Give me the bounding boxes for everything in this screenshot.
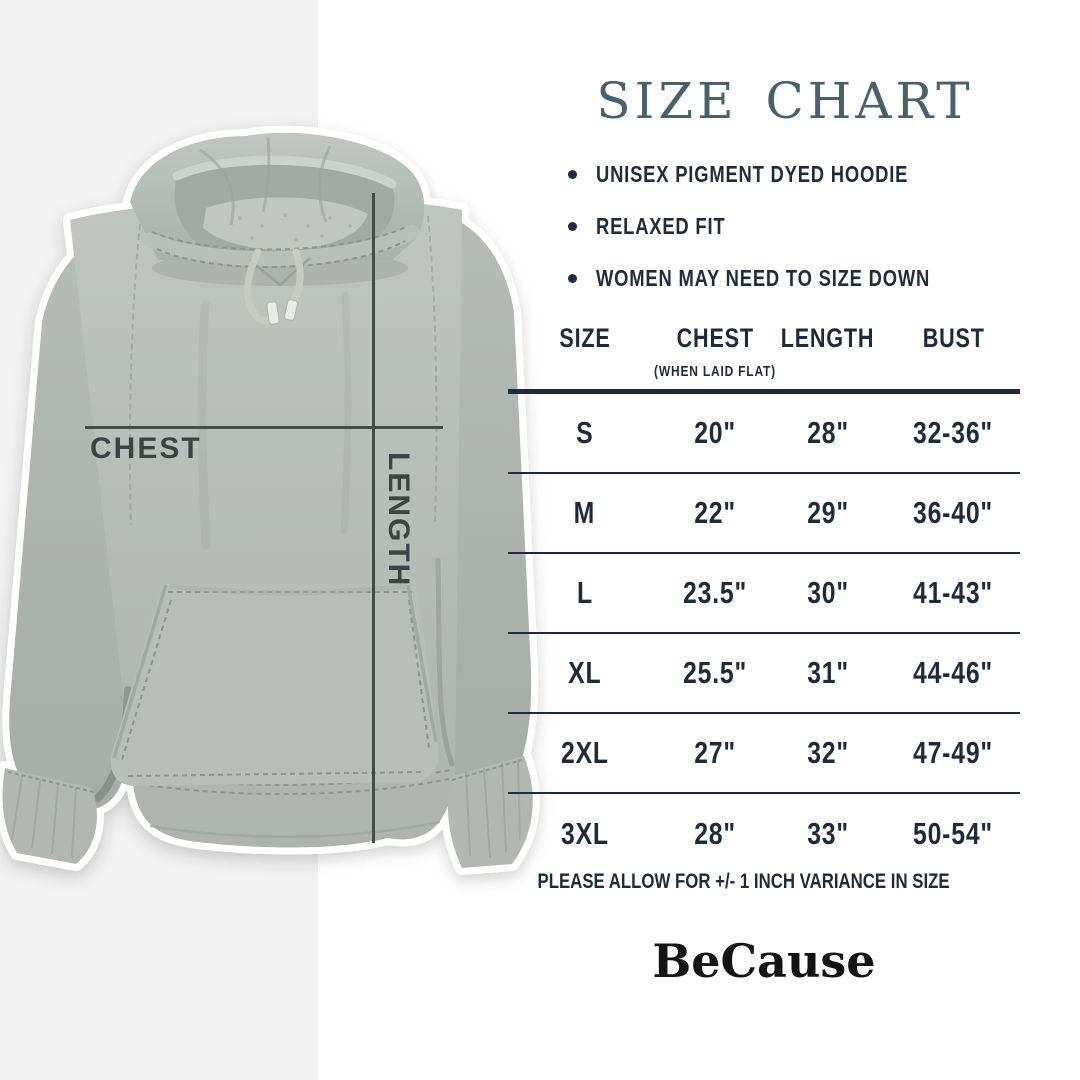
column-header-chest: CHEST xyxy=(676,323,754,353)
hood xyxy=(130,132,425,286)
list-item: UNISEX PIGMENT DYED HOODIE xyxy=(568,160,1028,188)
brand-logo: BeCause xyxy=(652,934,876,988)
bullet-text: UNISEX PIGMENT DYED HOODIE xyxy=(596,160,909,187)
cell-chest: 23.5" xyxy=(683,575,748,610)
cell-size: L xyxy=(576,575,593,610)
cell-bust: 36-40" xyxy=(913,495,994,530)
variance-note-text: PLEASE ALLOW FOR +/- 1 INCH VARIANCE IN … xyxy=(537,870,950,893)
cell-size: M xyxy=(574,495,596,530)
cell-length: 32" xyxy=(807,735,849,770)
cell-size: S xyxy=(576,415,594,450)
drawstring-aglets xyxy=(266,299,298,325)
cell-bust: 32-36" xyxy=(913,415,994,450)
bullet-dot-icon xyxy=(568,221,577,231)
kangaroo-pocket xyxy=(110,583,439,786)
length-measurement-line xyxy=(372,193,375,843)
cell-size: 2XL xyxy=(560,735,609,770)
table-row: XL 25.5" 31" 44-46" xyxy=(508,634,1020,714)
cell-size: 3XL xyxy=(560,816,609,851)
bullet-text: RELAXED FIT xyxy=(596,212,726,239)
size-table: SIZE CHEST LENGTH BUST (WHEN LAID FLAT) … xyxy=(508,323,1020,874)
cell-bust: 41-43" xyxy=(913,575,994,610)
cell-length: 28" xyxy=(807,415,849,450)
cell-length: 29" xyxy=(807,495,849,530)
cell-bust: 44-46" xyxy=(913,655,994,690)
table-row: 2XL 27" 32" 47-49" xyxy=(508,714,1020,794)
table-row: S 20" 28" 32-36" xyxy=(508,394,1020,474)
cell-chest: 25.5" xyxy=(683,655,748,690)
hoodie-garment xyxy=(2,132,533,868)
cell-chest: 20" xyxy=(694,415,737,450)
chest-note: (WHEN LAID FLAT) xyxy=(654,363,777,380)
cell-length: 33" xyxy=(807,816,849,851)
cell-size: XL xyxy=(568,655,602,690)
bullet-dot-icon xyxy=(568,273,577,283)
hoodie-photo xyxy=(0,125,540,875)
bullet-dot-icon xyxy=(568,169,577,179)
list-item: WOMEN MAY NEED TO SIZE DOWN xyxy=(568,264,1028,292)
cell-length: 31" xyxy=(807,655,849,690)
chest-measurement-label: CHEST xyxy=(90,432,202,465)
column-header-size: SIZE xyxy=(559,323,611,353)
size-table-header: SIZE CHEST LENGTH BUST (WHEN LAID FLAT) xyxy=(508,323,1020,394)
column-header-bust: BUST xyxy=(922,323,985,353)
cuffs xyxy=(2,756,533,868)
cell-chest: 22" xyxy=(694,495,737,530)
table-row: L 23.5" 30" 41-43" xyxy=(508,554,1020,634)
chest-measurement-line xyxy=(85,426,443,429)
cell-bust: 47-49" xyxy=(913,735,994,770)
cell-chest: 28" xyxy=(694,816,737,851)
feature-bullet-list: UNISEX PIGMENT DYED HOODIE RELAXED FIT W… xyxy=(568,160,1028,316)
cell-bust: 50-54" xyxy=(913,816,994,851)
column-header-length: LENGTH xyxy=(781,323,875,353)
page-title: SIZE CHART xyxy=(596,72,974,130)
table-row: M 22" 29" 36-40" xyxy=(508,474,1020,554)
cell-chest: 27" xyxy=(694,735,737,770)
list-item: RELAXED FIT xyxy=(568,212,1028,240)
length-measurement-label: LENGTH xyxy=(382,452,415,588)
variance-note: PLEASE ALLOW FOR +/- 1 INCH VARIANCE IN … xyxy=(486,870,998,894)
table-row: 3XL 28" 33" 50-54" xyxy=(508,794,1020,874)
bullet-text: WOMEN MAY NEED TO SIZE DOWN xyxy=(596,264,931,291)
cell-length: 30" xyxy=(807,575,849,610)
